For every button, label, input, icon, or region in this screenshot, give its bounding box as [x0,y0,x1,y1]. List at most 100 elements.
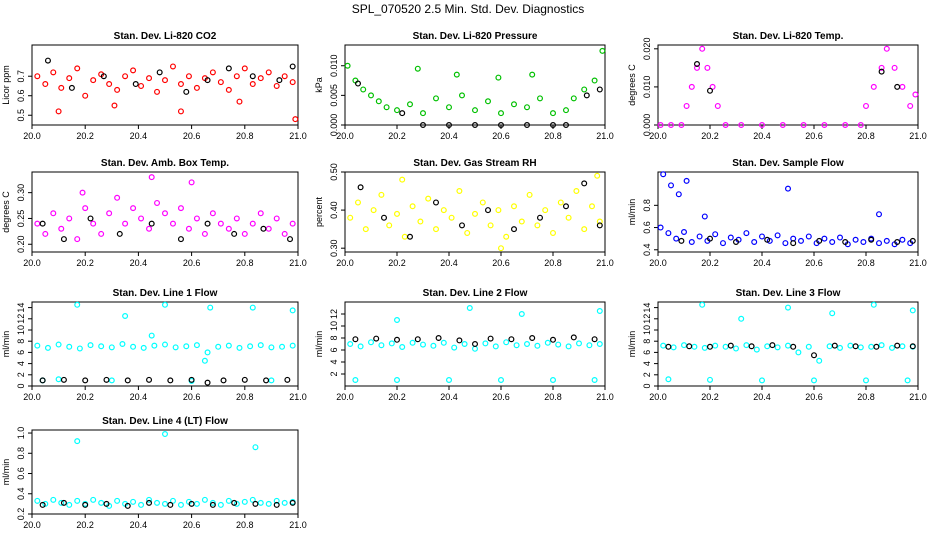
data-point [810,377,817,384]
data-point [90,220,97,227]
x-tick-label: 20.4 [753,258,771,268]
data-point [204,220,211,227]
data-point [581,86,588,93]
data-point [774,232,781,239]
y-tick-label: 0.5 [16,109,26,122]
data-point [868,343,875,350]
series-1 [678,235,916,247]
data-point [98,230,105,237]
data-point [667,121,674,128]
data-point [236,344,243,351]
y-tick-label: 2 [329,371,339,376]
data-point [42,230,49,237]
x-tick-label: 20.8 [236,258,254,268]
data-point [675,191,682,198]
data-point [549,377,556,384]
data-point [148,174,155,181]
data-point [461,341,468,348]
data-point [511,101,518,108]
data-point [231,499,238,506]
x-tick-label: 20.4 [753,392,771,402]
data-point [241,65,248,72]
data-point [498,245,505,252]
data-point [122,73,129,80]
data-point [162,301,169,308]
data-point [440,339,447,346]
data-point [185,225,192,232]
data-point [401,233,408,240]
data-point [482,340,489,347]
x-tick-label: 20.4 [753,131,771,141]
data-point [706,87,713,94]
data-point [231,230,238,237]
data-point [581,180,588,187]
x-tick-label: 20.6 [492,258,510,268]
data-point [472,210,479,217]
data-point [821,235,828,242]
data-point [472,341,479,348]
data-point [472,107,479,114]
data-point [701,344,708,351]
data-point [215,343,222,350]
y-tick-label: 6 [329,347,339,352]
data-point [124,377,131,384]
data-point [225,497,232,504]
panel-rh: Stan. Dev. Gas Stream RH percent 20.0 20.2 2… [314,158,614,268]
data-point [162,210,169,217]
data-point [407,233,414,240]
series-0 [34,301,296,384]
data-point [34,73,41,80]
data-point [680,342,687,349]
data-point [596,341,603,348]
x-tick-label: 20.6 [492,392,510,402]
panel-pressure: Stan. Dev. Li-820 Pressure kPa 20.0 20.2 20.… [314,31,614,141]
x-tick-label: 20.8 [544,258,562,268]
data-point [148,332,155,339]
data-point [774,344,781,351]
y-axis-label: percent [314,196,324,227]
data-point [909,237,916,244]
data-point [209,210,216,217]
data-point [289,499,296,506]
data-point [678,121,685,128]
data-point [680,229,687,236]
y-axis-label: ml/min [627,199,637,226]
data-point [66,75,73,82]
data-point [693,64,700,71]
y-tick-label: 12 [16,314,26,324]
data-point [472,345,479,352]
data-point [420,110,427,117]
x-tick-label: 21.0 [596,258,614,268]
data-point [748,343,755,350]
data-point [816,357,823,364]
y-tick-label: 1.0 [16,427,26,440]
data-point [260,225,267,232]
data-point [706,235,713,242]
y-tick-label: 10 [329,321,339,331]
data-point [549,121,556,128]
data-point [103,376,110,383]
data-point [74,65,81,72]
data-point [201,496,208,503]
y-tick-label: 0.25 [16,210,26,228]
x-tick-label: 20.2 [388,258,406,268]
data-point [146,496,153,503]
panel-line1: Stan. Dev. Line 1 Flow ml/min 20.0 20.2 20.4… [1,288,307,402]
data-point [805,343,812,350]
data-point [701,213,708,220]
data-point [523,104,530,111]
panel-title: Stan. Dev. Sample Flow [732,158,844,169]
data-point [446,104,453,111]
panel-title: Stan. Dev. Li-820 CO2 [114,31,217,42]
x-tick-label: 21.0 [596,131,614,141]
data-point [894,239,901,246]
data-point [498,377,505,384]
data-point [588,203,595,210]
data-point [183,88,190,95]
data-point [883,237,890,244]
data-point [534,342,541,349]
y-tick-label: 6 [642,350,652,355]
data-point [55,341,62,348]
panel-title: Stan. Dev. Li-820 Temp. [733,31,844,42]
data-point [591,377,598,384]
